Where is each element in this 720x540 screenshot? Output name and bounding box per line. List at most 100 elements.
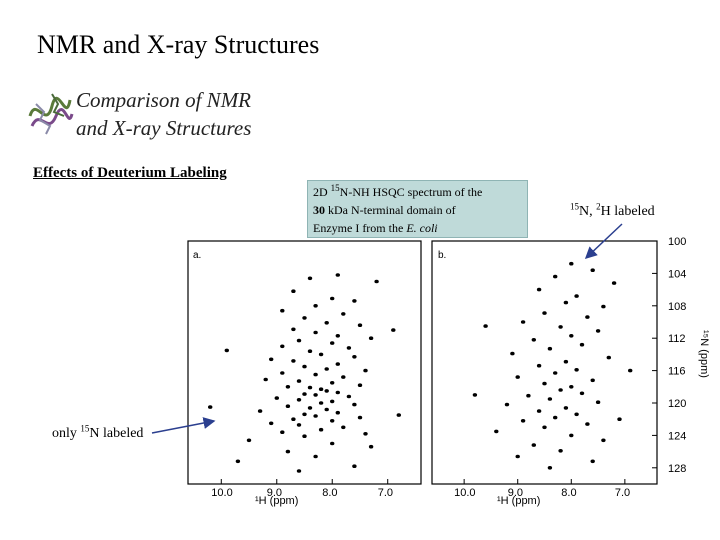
peak-point	[352, 355, 357, 359]
peak-point	[208, 405, 213, 409]
subtitle-line-1: Comparison of NMR	[76, 88, 252, 112]
subtitle-line-2: and X-ray Structures	[76, 116, 252, 140]
peak-point	[302, 434, 307, 439]
peak-point	[296, 423, 302, 427]
peak-point	[558, 388, 563, 392]
peak-point	[553, 274, 558, 279]
peak-point	[553, 415, 558, 420]
peak-point	[558, 325, 563, 329]
arrow-right	[584, 223, 623, 260]
peak-point	[368, 444, 374, 449]
peak-point	[352, 299, 357, 303]
peak-point	[569, 433, 574, 438]
peak-point	[313, 393, 318, 397]
peak-point	[302, 316, 307, 320]
caption-box: 2D 15N-NH HSQC spectrum of the 30 kDa N-…	[307, 180, 528, 238]
peak-point	[318, 427, 324, 432]
peak-point	[285, 385, 291, 389]
peak-point	[285, 404, 291, 409]
peak-point	[563, 300, 569, 305]
peak-point	[335, 334, 340, 338]
peak-point	[510, 351, 515, 356]
peak-point	[318, 352, 324, 357]
peak-point	[302, 412, 307, 417]
peak-point	[531, 338, 536, 342]
label-superscript: 2	[596, 201, 601, 212]
peak-point	[595, 329, 601, 333]
peak-point	[313, 454, 318, 459]
peak-point	[257, 409, 263, 413]
slide-title: NMR and X-ray Structures	[37, 30, 320, 59]
peak-point	[520, 320, 526, 324]
peak-point	[296, 338, 302, 343]
peak-point	[280, 430, 285, 435]
peak-point	[574, 412, 579, 417]
caption-text: Enzyme I from the	[313, 221, 407, 235]
peak-point	[547, 397, 553, 401]
peak-point	[318, 387, 324, 392]
caption-text: N-NH HSQC spectrum of the	[339, 185, 483, 199]
peak-point	[368, 336, 374, 341]
x-tick-label: 10.0	[211, 487, 232, 499]
peak-point	[352, 402, 357, 407]
panel-a-peaks	[208, 273, 401, 473]
peak-point	[307, 385, 313, 390]
panel-b-peaks	[472, 261, 633, 470]
label-superscript: 15	[570, 201, 579, 212]
peak-point	[291, 359, 296, 363]
caption-line-2: 30 kDa N-terminal domain of	[313, 201, 522, 219]
peak-point	[335, 390, 340, 395]
caption-line-1: 2D 15N-NH HSQC spectrum of the	[313, 183, 522, 201]
peak-point	[542, 311, 547, 315]
panel-b-tag: b.	[438, 250, 446, 261]
y-tick-label: 112	[668, 333, 686, 345]
peak-point	[494, 429, 499, 434]
y-tick-label: 124	[668, 430, 686, 442]
peak-point	[357, 323, 363, 328]
peak-point	[324, 321, 329, 325]
caption-text: 2D	[313, 185, 331, 199]
peak-point	[542, 381, 547, 386]
protein-structure-icon	[28, 93, 74, 135]
peak-point	[472, 393, 478, 397]
peak-point	[335, 410, 340, 415]
x-tick-label: 9.0	[267, 487, 282, 499]
peak-point	[590, 268, 595, 273]
peak-point	[515, 454, 520, 459]
peak-point	[563, 359, 569, 364]
panel-a-frame	[187, 240, 422, 485]
caption-superscript: 15	[330, 183, 340, 193]
caption-bold-value: 30	[313, 203, 325, 217]
label-text: only	[52, 426, 81, 441]
peak-point	[291, 289, 296, 294]
peak-point	[296, 469, 302, 473]
peak-point	[280, 344, 285, 349]
x-tick-label: 7.0	[378, 487, 393, 499]
peak-point	[606, 355, 611, 360]
peak-point	[520, 419, 526, 423]
label-15n-2h: 15N, 2H labeled	[570, 201, 655, 220]
peak-point	[585, 315, 590, 319]
x-tick-label: 8.0	[561, 487, 576, 499]
peak-point	[515, 375, 520, 379]
peak-point	[628, 368, 633, 373]
peak-point	[536, 287, 542, 292]
peak-point	[374, 279, 379, 284]
peak-point	[346, 346, 352, 350]
peak-point	[274, 396, 279, 400]
caption-text: kDa N-terminal domain of	[325, 203, 456, 217]
peak-point	[574, 368, 579, 372]
caption-italic-species: E. coli	[406, 221, 438, 235]
y-tick-label: 104	[668, 268, 686, 280]
peak-point	[346, 394, 352, 399]
peak-point	[285, 449, 291, 454]
peak-point	[324, 407, 329, 412]
y-tick-label: 116	[668, 366, 686, 378]
peak-point	[504, 402, 510, 407]
peak-point	[302, 364, 307, 369]
arrow-left	[151, 417, 216, 434]
peak-point	[307, 406, 313, 410]
peak-point	[483, 324, 488, 328]
y-axis-ticks: 100 104 108 112 116 120 124 128	[652, 236, 686, 475]
x-tick-label: 10.0	[454, 487, 475, 499]
